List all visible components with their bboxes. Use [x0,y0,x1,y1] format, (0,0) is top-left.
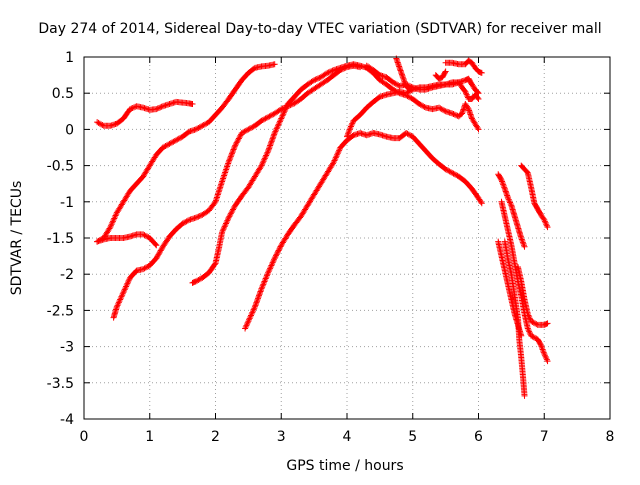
chart: 0 1 2 3 4 5 6 7 8 -4 -3.5 -3 -2.5 -2 -1.5 -1 -0.5 0 0.5 1 D… [0,0,640,480]
series-track-5 [189,61,481,286]
x-tick-label: 6 [474,429,483,445]
chart-title: Day 274 of 2014, Sidereal Day-to-day VTE… [38,21,601,37]
data-point-markers [393,55,412,92]
x-tick-label: 4 [343,429,352,445]
x-tick-label: 0 [80,429,89,445]
series-track-4 [111,63,364,321]
y-tick-label: 1 [65,50,74,66]
x-axis-label: GPS time / hours [286,458,403,474]
series-track-16 [518,163,550,231]
x-tick-label: 8 [606,429,615,445]
y-tick-label: -1.5 [47,231,74,247]
y-tick-label: 0 [65,122,74,138]
x-tick-label: 1 [145,429,154,445]
data-point-markers [111,63,364,321]
y-tick-label: -3.5 [47,376,74,392]
y-axis-label: SDTVAR / TECUs [9,181,25,296]
y-tick-label: 0.5 [52,86,74,102]
y-tick-label: -4 [60,412,74,428]
x-tick-label: 5 [408,429,417,445]
data-point-markers [433,68,449,81]
x-tick-label: 2 [211,429,220,445]
y-tick-label: -0.5 [47,159,74,175]
data-point-markers [242,130,485,331]
data-points [94,55,550,398]
series-track-6 [242,130,485,331]
y-tick-label: -1 [60,195,74,211]
x-tick-label: 3 [277,429,286,445]
y-tick-label: -2.5 [47,303,74,319]
grid [84,57,610,419]
y-tick-label: -2 [60,267,74,283]
y-tick-label: -3 [60,340,74,356]
series-track-3 [94,61,278,244]
series-track-10 [433,68,449,81]
series-track-1 [94,99,195,129]
data-point-markers [94,99,195,129]
data-point-markers [94,61,278,244]
data-point-markers [518,163,550,231]
series-track-9 [393,55,412,92]
data-point-markers [189,61,481,286]
chart-svg: 0 1 2 3 4 5 6 7 8 -4 -3.5 -3 -2.5 -2 -1.5 -1 -0.5 0 0.5 1 D… [0,0,640,480]
x-tick-label: 7 [540,429,549,445]
